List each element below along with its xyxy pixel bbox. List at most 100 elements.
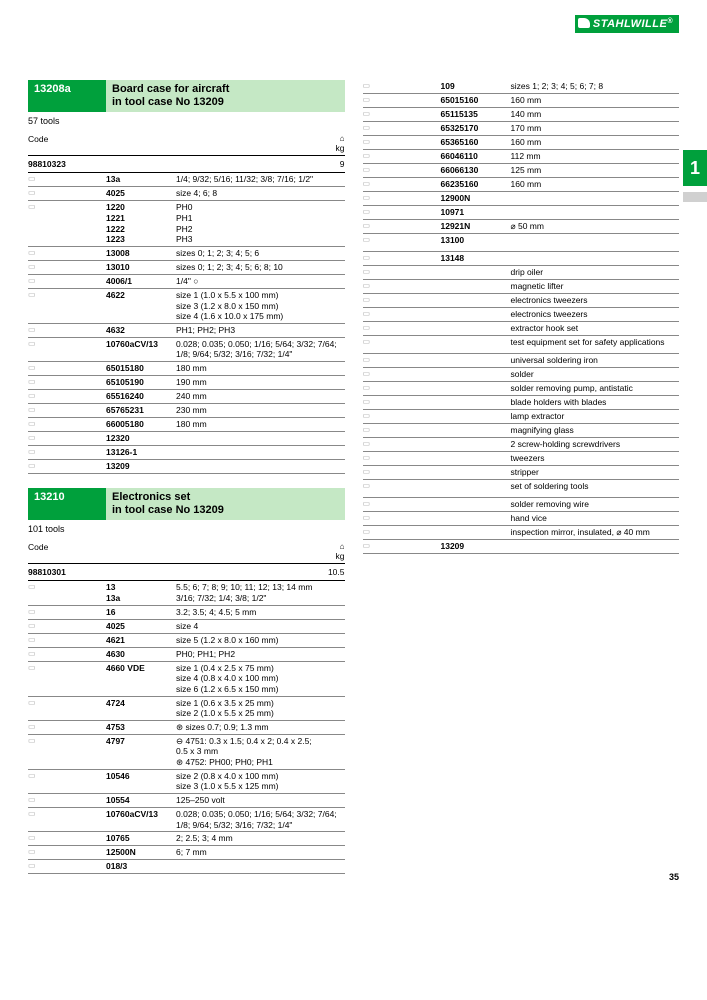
section1-code: 13208a	[28, 80, 106, 112]
row-desc: ⊖ 4751: 0.3 x 1.5; 0.4 x 2; 0.4 x 2.5; 0…	[176, 736, 345, 768]
table-row: ▭13209	[28, 460, 345, 474]
table-row: ▭electronics tweezers	[363, 308, 680, 322]
row-code: 66005180	[106, 419, 176, 430]
row-code: 109	[441, 81, 511, 92]
table-row: ▭solder removing pump, antistatic	[363, 382, 680, 396]
table-row: ▭13 13a5.5; 6; 7; 8; 9; 10; 11; 12; 13; …	[28, 581, 345, 605]
row-desc: size 1 (0.6 x 3.5 x 25 mm) size 2 (1.0 x…	[176, 698, 345, 719]
table-row: ▭13148	[363, 252, 680, 266]
tool-icon: ▭	[363, 221, 441, 231]
row-code: 13010	[106, 262, 176, 273]
section1-header: 13208a Board case for aircraft in tool c…	[28, 80, 345, 112]
weight-unit: kg	[336, 143, 345, 153]
section-tab-grey	[683, 192, 707, 202]
table-row: ▭4660 VDEsize 1 (0.4 x 2.5 x 75 mm) size…	[28, 662, 345, 697]
table-row: ▭stripper	[363, 466, 680, 480]
table-row: ▭66005180180 mm	[28, 418, 345, 432]
row-desc: 3.2; 3.5; 4; 4.5; 5 mm	[176, 607, 345, 618]
row-code: 10760aCV/13	[106, 339, 176, 350]
table-row: ▭universal soldering iron	[363, 354, 680, 368]
tool-icon: ▭	[28, 447, 106, 457]
tool-icon: ▭	[363, 499, 441, 509]
row-desc: extractor hook set	[511, 323, 680, 334]
table-row: ▭electronics tweezers	[363, 294, 680, 308]
section2-title: Electronics set in tool case No 13209	[106, 488, 345, 520]
table-row: ▭1220 1221 1222 1223PH0 PH1 PH2 PH3	[28, 201, 345, 247]
row-code: 13a	[106, 174, 176, 185]
row-code: 13148	[441, 253, 511, 264]
row-desc: 160 mm	[511, 95, 680, 106]
tool-icon: ▭	[28, 795, 106, 805]
table-row: ▭65015160160 mm	[363, 94, 680, 108]
tool-icon: ▭	[363, 453, 441, 463]
row-desc: 1/4; 9/32; 5/16; 11/32; 3/8; 7/16; 1/2"	[176, 174, 345, 185]
row-code: 4006/1	[106, 276, 176, 287]
table-row: ▭12320	[28, 432, 345, 446]
row-desc: size 5 (1.2 x 8.0 x 160 mm)	[176, 635, 345, 646]
row-desc: hand vice	[511, 513, 680, 524]
tool-icon: ▭	[363, 95, 441, 105]
row-code: 4630	[106, 649, 176, 660]
row-code: 018/3	[106, 861, 176, 872]
tool-icon: ▭	[363, 165, 441, 175]
row-desc: ⌀ 50 mm	[511, 221, 680, 232]
col-code-label: Code	[28, 134, 106, 153]
tool-icon: ▭	[28, 325, 106, 335]
table-row: ▭10971	[363, 206, 680, 220]
tool-icon: ▭	[363, 383, 441, 393]
row-code: 65015160	[441, 95, 511, 106]
row-code: 66066130	[441, 165, 511, 176]
right-column: ▭109sizes 1; 2; 3; 4; 5; 6; 7; 8▭6501516…	[363, 80, 680, 874]
left-column: 13208a Board case for aircraft in tool c…	[28, 80, 345, 874]
row-code: 4632	[106, 325, 176, 336]
table-row: ▭magnifying glass	[363, 424, 680, 438]
brand-logo: STAHLWILLE®	[575, 18, 679, 30]
tool-icon: ▭	[28, 262, 106, 272]
table-row: ▭13100	[363, 234, 680, 252]
tool-icon: ▭	[363, 355, 441, 365]
row-code: 13008	[106, 248, 176, 259]
table-row: ▭4632PH1; PH2; PH3	[28, 324, 345, 338]
tool-icon: ▭	[363, 123, 441, 133]
tool-icon: ▭	[363, 81, 441, 91]
table-row: ▭solder removing wire	[363, 498, 680, 512]
row-code: 4025	[106, 188, 176, 199]
row-code: 10546	[106, 771, 176, 782]
section1-title: Board case for aircraft in tool case No …	[106, 80, 345, 112]
table-row: ▭4025size 4; 6; 8	[28, 187, 345, 201]
tool-icon: ▭	[28, 736, 106, 746]
row-code: 13 13a	[106, 582, 176, 603]
tool-icon: ▭	[363, 109, 441, 119]
tool-icon: ▭	[28, 635, 106, 645]
row-code: 13209	[106, 461, 176, 472]
tool-icon: ▭	[28, 663, 106, 673]
row-desc: 180 mm	[176, 419, 345, 430]
table-row: ▭65365160160 mm	[363, 136, 680, 150]
row-desc: electronics tweezers	[511, 295, 680, 306]
row-desc: 112 mm	[511, 151, 680, 162]
tool-icon: ▭	[363, 281, 441, 291]
tool-icon: ▭	[28, 419, 106, 429]
row-code: 4621	[106, 635, 176, 646]
row-code: 65325170	[441, 123, 511, 134]
table-row: ▭set of soldering tools	[363, 480, 680, 498]
table-row: ▭tweezers	[363, 452, 680, 466]
tool-icon: ▭	[28, 188, 106, 198]
row-code: 10765	[106, 833, 176, 844]
row-desc: 2 screw-holding screwdrivers	[511, 439, 680, 450]
row-desc: 125–250 volt	[176, 795, 345, 806]
tool-icon: ▭	[28, 621, 106, 631]
table-row: ▭65115135140 mm	[363, 108, 680, 122]
tool-icon: ▭	[28, 847, 106, 857]
table-row: ▭extractor hook set	[363, 322, 680, 336]
tool-icon: ▭	[363, 411, 441, 421]
table-row: ▭65325170170 mm	[363, 122, 680, 136]
row-code: 4660 VDE	[106, 663, 176, 674]
main-weight: 9	[106, 159, 345, 169]
row-desc: magnetic lifter	[511, 281, 680, 292]
section2-table-head: Code ⌂kg	[28, 540, 345, 564]
row-desc: 240 mm	[176, 391, 345, 402]
section1-sub: 57 tools	[28, 116, 345, 126]
table-row: ▭65516240240 mm	[28, 390, 345, 404]
catalog-page: STAHLWILLE® 1 13208a Board case for airc…	[0, 0, 707, 894]
